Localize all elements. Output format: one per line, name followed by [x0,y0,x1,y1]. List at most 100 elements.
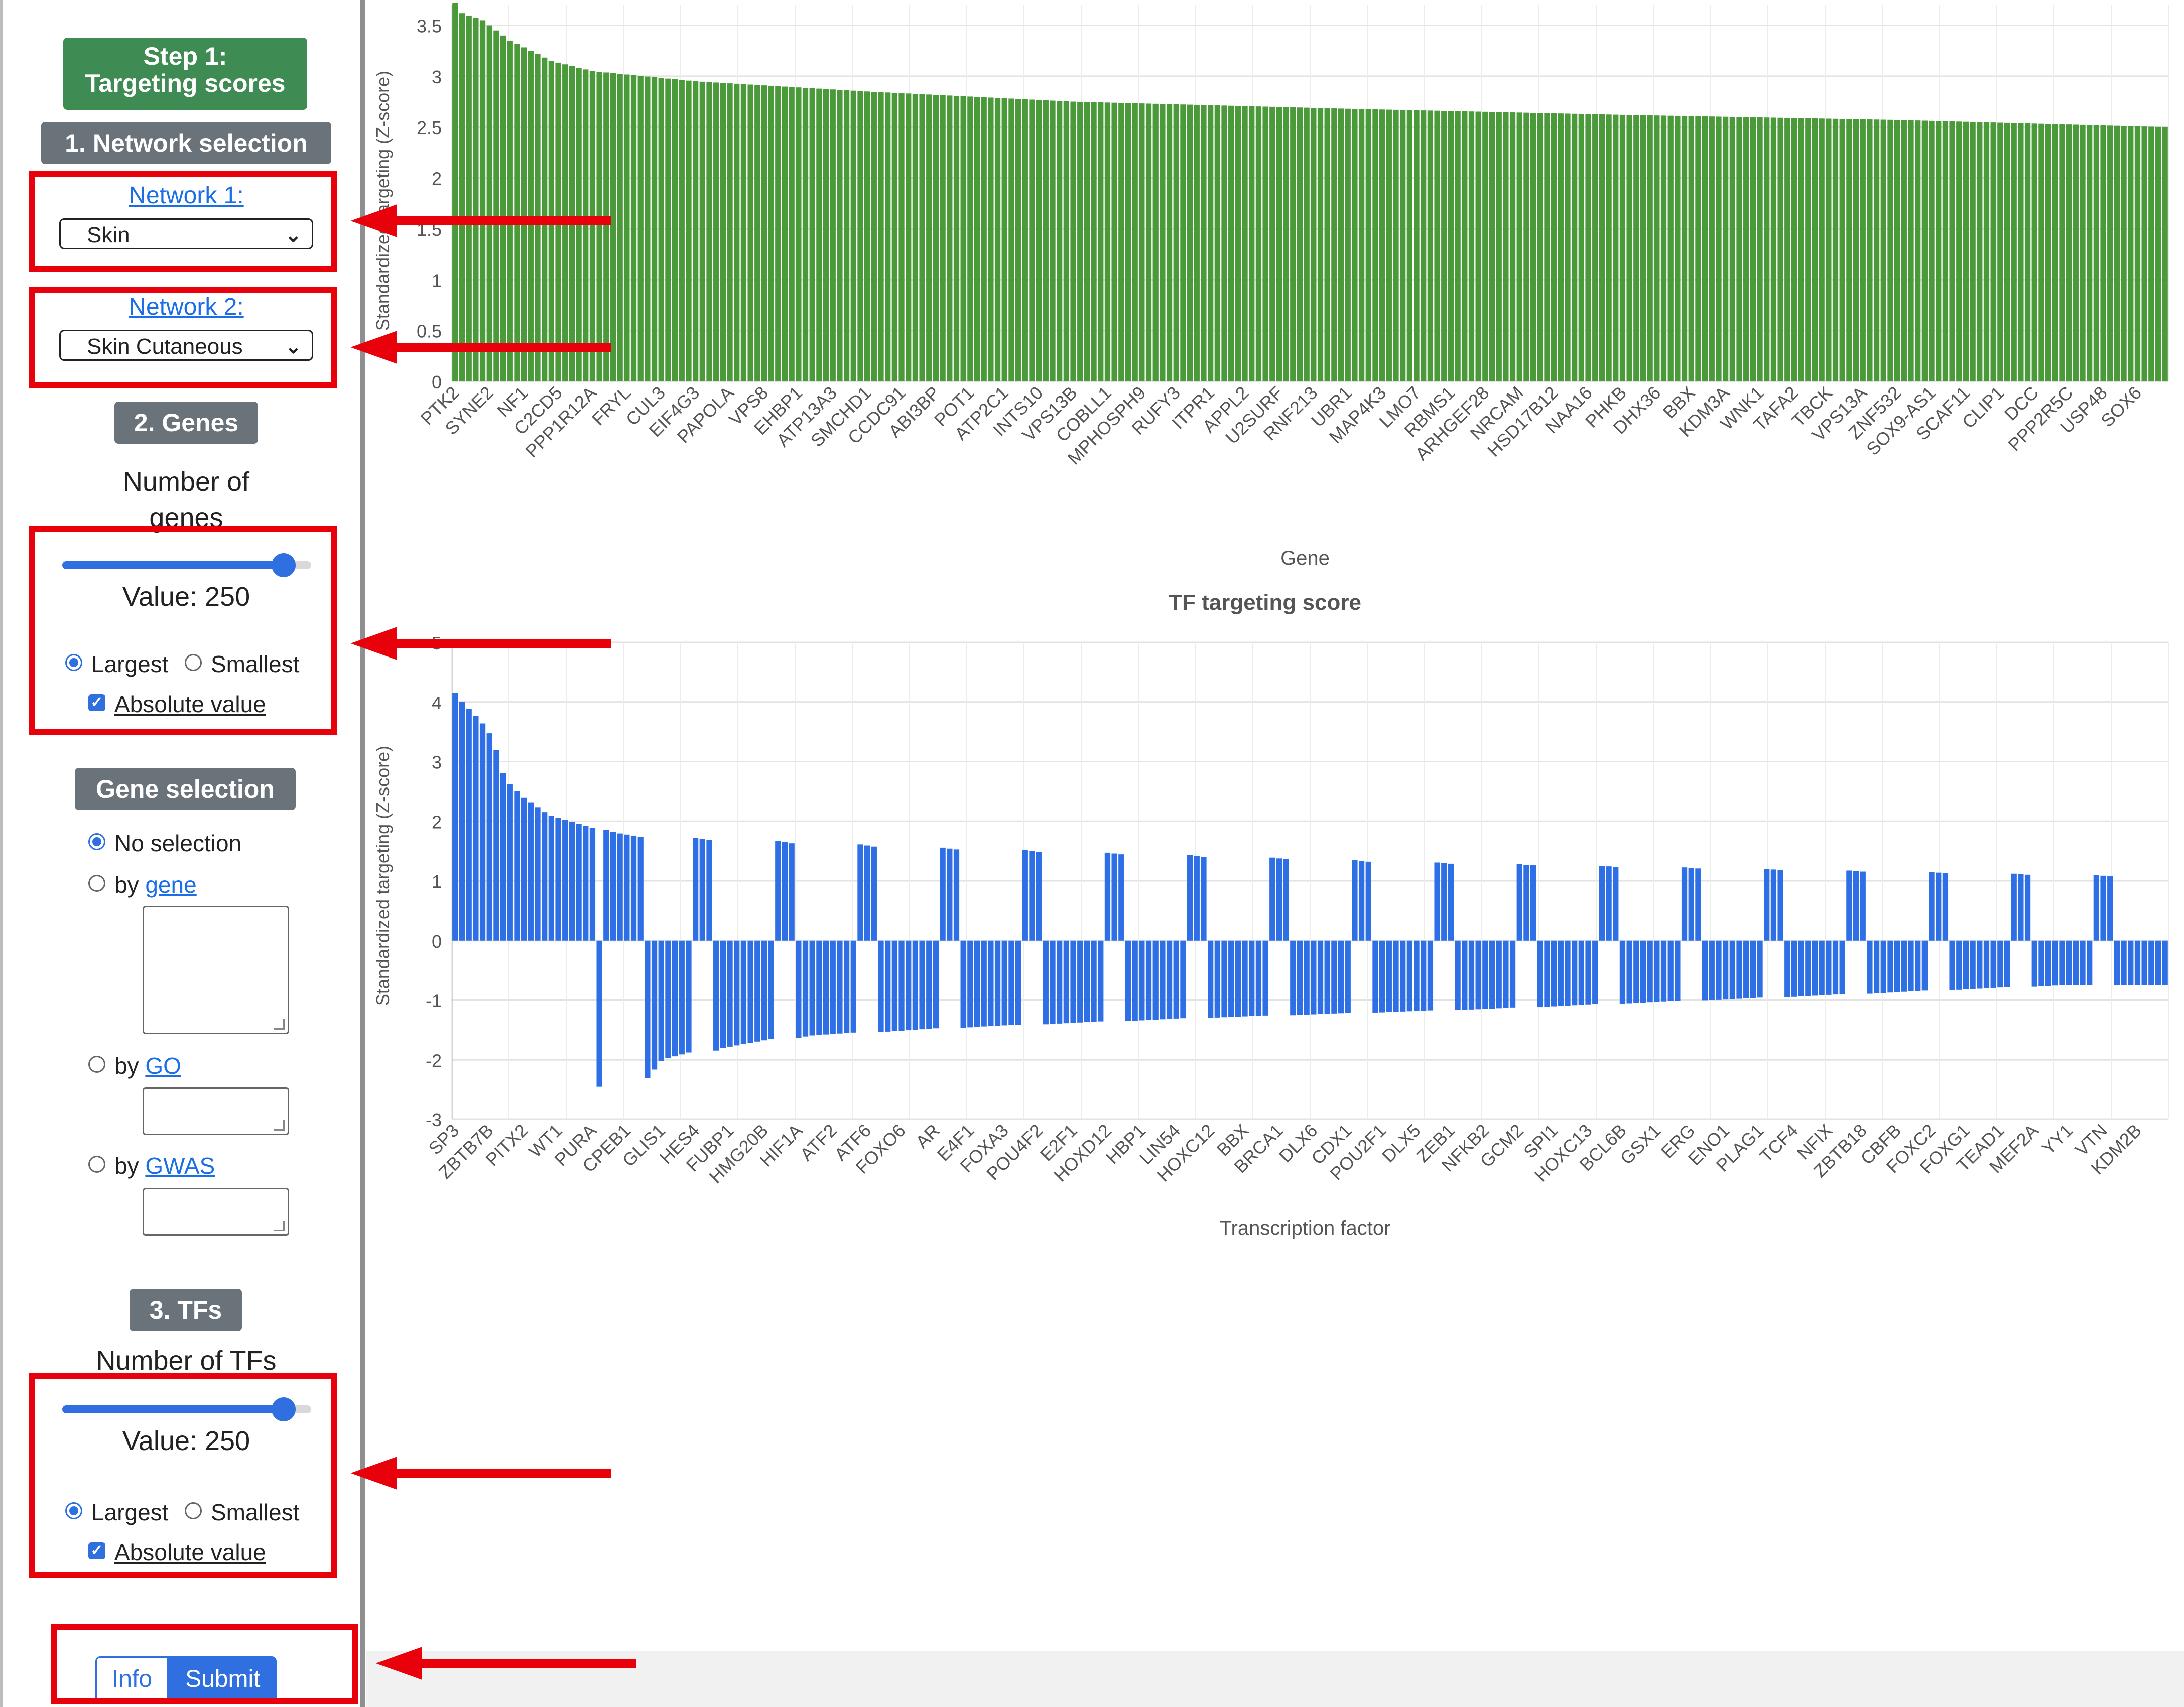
gene-bar [1551,113,1557,382]
network1-label[interactable]: Network 1: [33,182,339,209]
gene-chart-xlabel: Gene [1280,547,1330,569]
tf-bar [2155,940,2161,985]
gene-x-tick-label: SOX6 [2097,382,2145,431]
network1-select-value: Skin [87,223,130,247]
gene-y-tick-label: 3 [432,67,442,87]
genes-largest-radio[interactable] [65,654,82,671]
genes-slider-thumb[interactable] [272,553,296,577]
gene-bar [1757,117,1763,382]
tf-bar [912,940,919,1030]
gene-bar [1654,115,1660,382]
tf-x-tick-label: DLX5 [1378,1120,1425,1167]
tf-bar [1214,940,1220,1018]
gene-bar [2018,123,2024,381]
gene-bar [974,97,980,382]
gene-bar [1057,101,1063,382]
tf-bar [569,822,575,941]
tf-bar [1997,940,2003,988]
tf-bar [1667,940,1674,1001]
tfs-largest-radio[interactable] [65,1502,82,1519]
tf-bar [2080,940,2086,985]
tf-bar [1723,940,1729,1000]
network1-select[interactable]: Skin ⌄ [59,218,313,249]
tfs-count-slider[interactable] [62,1397,311,1421]
go-textarea[interactable] [143,1087,289,1135]
network2-link[interactable]: Network 2: [129,294,244,320]
annotation-box-network2 [29,287,337,388]
tf-bar [514,791,520,941]
tf-chart-bars [452,693,2168,1087]
gene-bar [1201,105,1207,381]
tf-y-tick-label: 3 [432,752,442,773]
by-gwas-link[interactable]: GWAS [145,1153,215,1179]
gene-bar [1166,104,1173,381]
gene-bar [1970,122,1976,381]
submit-button[interactable]: Submit [169,1656,277,1702]
gene-bar [2073,124,2079,381]
genes-absolute-link[interactable]: Absolute value [114,691,266,717]
gene-bar [850,90,856,382]
tf-bar [933,940,939,1029]
by-gene-prefix: by [114,872,139,898]
gene-list-textarea[interactable] [143,906,289,1034]
footer-strip [366,1651,2184,1707]
tf-bar [2141,940,2147,985]
gene-bar [548,61,554,381]
tf-bar [1427,940,1434,1011]
genes-count-slider[interactable] [62,553,311,577]
tf-bar [734,940,740,1046]
network2-select[interactable]: Skin Cutaneous ⌄ [59,330,313,361]
info-button[interactable]: Info [95,1656,169,1702]
by-go-radio[interactable] [88,1056,105,1073]
tf-bar [1208,940,1214,1018]
gene-chart-x-ticks: PTK2SYNE2NF1C2CD5PPP1R12AFRYLCUL3EIF4G3P… [417,382,2145,469]
tf-bar [2059,940,2065,985]
gene-bar [1956,121,1962,381]
tf-bar [1503,940,1509,1008]
no-selection-radio[interactable] [88,833,105,850]
genes-smallest-radio[interactable] [185,654,202,671]
gene-bar [1400,110,1406,381]
tf-bar [1249,940,1255,1016]
by-go-link[interactable]: GO [145,1053,181,1079]
gene-bar [1633,115,1639,382]
tf-bar [1077,940,1083,1023]
gene-bar [1104,102,1111,382]
tf-bar [2066,940,2072,985]
tfs-slider-thumb[interactable] [272,1397,296,1421]
by-gene-radio[interactable] [88,875,105,892]
gene-bar [1043,100,1049,381]
gene-bar [933,95,939,381]
tf-bar [857,844,863,941]
gene-bar [596,72,602,382]
tfs-absolute-link[interactable]: Absolute value [114,1539,266,1565]
gene-bar [1434,110,1440,381]
gene-bar [1963,121,1969,381]
gene-bar [1208,105,1214,381]
gene-bar [953,96,960,382]
by-gwas-radio[interactable] [88,1156,105,1173]
genes-absolute-checkbox[interactable]: ✓ [88,694,105,711]
gene-bar [589,71,596,381]
tf-bar [1908,940,1914,991]
gene-bar [1908,120,1914,381]
tfs-smallest-radio[interactable] [185,1502,202,1519]
gwas-textarea[interactable] [143,1188,289,1236]
tf-bar [1008,940,1014,1025]
tf-bar [1716,940,1722,1000]
tf-bar [740,940,747,1044]
tf-bar [1283,859,1289,941]
gene-bar [1414,110,1420,381]
network2-label[interactable]: Network 2: [33,293,339,321]
tfs-absolute-checkbox[interactable]: ✓ [88,1542,105,1559]
tf-bar [1235,940,1241,1017]
gene-bar [1070,101,1076,381]
panel-divider[interactable] [360,0,365,1707]
gene-bar [1311,107,1317,382]
tf-chart-x-ticks: SP3ZBTB7BPITX2WT1PURACPEB1GLIS1HES4FUBP1… [424,1120,2145,1188]
gene-bar [1077,101,1083,381]
network1-link[interactable]: Network 1: [129,182,244,209]
gene-bar [830,89,836,382]
tf-bar [1084,940,1090,1023]
by-gene-link[interactable]: gene [145,872,197,898]
